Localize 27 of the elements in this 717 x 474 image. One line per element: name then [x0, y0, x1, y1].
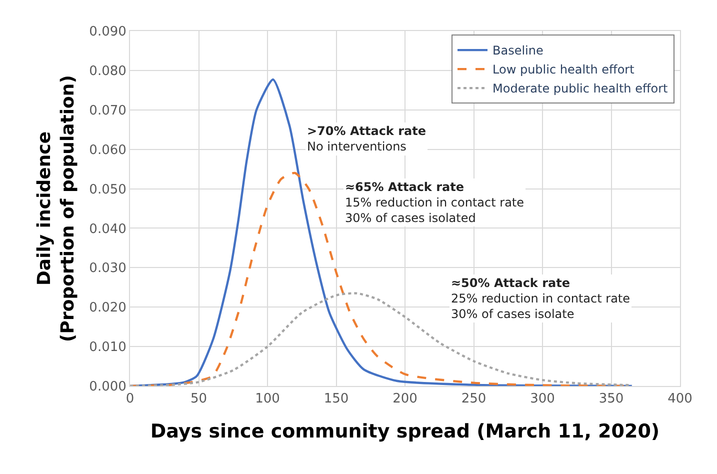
x-tick-label: 200: [392, 392, 418, 407]
y-axis-title: Daily incidence (Proportion of population): [34, 75, 78, 342]
y-tick-label: 0.050: [89, 182, 126, 198]
y-tick-label: 0.040: [89, 222, 126, 237]
y-tick-label: 0.000: [89, 380, 126, 395]
x-tick-label: 300: [530, 392, 555, 407]
y-tick-label: 0.010: [89, 340, 126, 356]
y-tick-label: 0.070: [89, 103, 126, 118]
x-tick-label: 100: [255, 392, 280, 407]
legend-label: Moderate public health effort: [492, 82, 668, 96]
annotation: ≈50% Attack rate 25% reduction in contact rate 30% of cases isolate: [451, 276, 630, 322]
x-tick-label: 250: [461, 392, 486, 407]
legend-label: Baseline: [492, 44, 544, 58]
y-tick-label: 0.090: [89, 24, 126, 40]
y-tick-label: 0.030: [89, 261, 126, 276]
x-tick-label: 350: [598, 392, 624, 407]
annotation: ≈65% Attack rate 15% reduction in contact rate 30% of cases isolated: [345, 180, 524, 226]
legend-label: Low public health effort: [492, 62, 635, 77]
x-tick-label: 150: [324, 392, 349, 407]
y-tick-label: 0.020: [89, 300, 126, 316]
x-tick-label: 400: [668, 392, 692, 407]
annotation: >70% Attack rate No interventions: [307, 124, 426, 154]
x-tick-label: 0: [126, 392, 134, 407]
y-tick-label: 0.060: [89, 142, 126, 158]
x-axis-title: Days since community spread (March 11, 2020): [150, 420, 660, 442]
x-tick-label: 50: [190, 392, 208, 407]
y-tick-label: 0.080: [89, 64, 126, 79]
